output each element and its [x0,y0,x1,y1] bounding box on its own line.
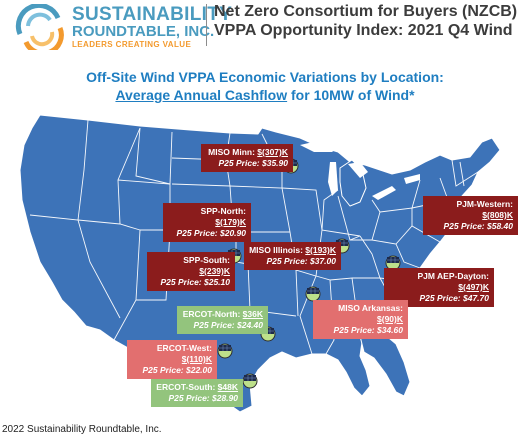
location-price: P25 Price: $37.00 [266,256,336,266]
header-divider [206,4,207,46]
location-name: PJM AEP-Dayton: [417,271,489,281]
logo-name-line2: ROUNDTABLE, INC. [72,23,215,40]
location-amount[interactable]: $48K [217,382,238,392]
subtitle-line2-rest: for 10MW of Wind* [287,87,415,103]
location-amount[interactable]: $(808)K [482,210,513,220]
label-spp-north[interactable]: SPP-North: $(179)K P25 Price: $20.90 [163,203,251,242]
page-title: Net Zero Consortium for Buyers (NZCB) VP… [214,2,517,40]
location-name: SPP-South: [183,255,230,265]
location-name: MISO Arkansas: [338,303,403,313]
map-subtitle: Off-Site Wind VPPA Economic Variations b… [0,68,530,104]
location-amount[interactable]: $(239)K [199,266,230,276]
label-ercot-north[interactable]: ERCOT-North: $36K P25 Price: $24.40 [177,306,268,334]
location-amount[interactable]: $(307)K [257,147,288,157]
location-name: SPP-North: [200,206,246,216]
label-miso-illinois[interactable]: MISO Illinois: $(193)K P25 Price: $37.00 [244,242,341,270]
solar-panel-globe-icon[interactable] [242,373,258,389]
location-name: ERCOT-West: [156,343,212,353]
florida [359,333,411,397]
solar-panel-globe-icon[interactable] [217,343,233,359]
location-price: P25 Price: $35.90 [218,158,288,168]
location-price: P25 Price: $20.90 [176,228,246,238]
location-amount[interactable]: $(179)K [215,217,246,227]
page-title-line1: Net Zero Consortium for Buyers (NZCB) [214,3,518,20]
location-price: P25 Price: $34.60 [333,325,403,335]
label-ercot-south[interactable]: ERCOT-South: $48K P25 Price: $28.90 [151,379,243,407]
location-name: MISO Illinois: [249,245,306,255]
lake-michigan [328,162,338,196]
label-pjm-western[interactable]: PJM-Western: $(808)K P25 Price: $58.40 [423,196,518,235]
location-name: ERCOT-South: [156,382,218,392]
location-name: MISO Minn: [208,147,258,157]
label-miso-minn[interactable]: MISO Minn: $(307)K P25 Price: $35.90 [201,144,293,172]
label-miso-arkansas[interactable]: MISO Arkansas: $(90)K P25 Price: $34.60 [313,300,408,339]
subtitle-line2: Average Annual Cashflow for 10MW of Wind… [0,86,530,104]
label-ercot-west[interactable]: ERCOT-West: $(110)K P25 Price: $22.00 [127,340,217,379]
subtitle-line1: Off-Site Wind VPPA Economic Variations b… [86,69,444,85]
location-price: P25 Price: $47.70 [419,293,489,303]
location-amount[interactable]: $(90)K [377,314,403,324]
label-spp-south[interactable]: SPP-South: $(239)K P25 Price: $25.10 [147,252,235,291]
location-amount[interactable]: $(110)K [181,354,212,364]
globe-logo-icon [15,4,64,50]
location-price: P25 Price: $25.10 [160,277,230,287]
location-name: PJM-Western: [456,199,513,209]
location-price: P25 Price: $58.40 [443,221,513,231]
copyright-footer: 2022 Sustainability Roundtable, Inc. [2,424,162,435]
lake-ontario [404,174,420,184]
location-name: ERCOT-North: [182,309,243,319]
logo-name-line1: SUSTAINABILITY [72,4,233,25]
company-logo: SUSTAINABILITY ROUNDTABLE, INC. LEADERS … [14,4,232,50]
lake-huron [348,162,368,178]
location-price: P25 Price: $28.90 [168,393,238,403]
location-amount[interactable]: $(193)K [305,245,336,255]
location-amount[interactable]: $(497)K [458,282,489,292]
location-price: P25 Price: $24.40 [193,320,263,330]
logo-tagline: LEADERS CREATING VALUE [72,40,192,49]
page-title-line2: VPPA Opportunity Index: 2021 Q4 Wind [214,22,513,39]
cashflow-link[interactable]: Average Annual Cashflow [115,87,288,103]
location-price: P25 Price: $22.00 [142,365,212,375]
solar-panel-globe-icon[interactable] [305,286,321,302]
lake-erie [372,186,396,200]
lake-superior [300,140,340,152]
location-amount[interactable]: $36K [242,309,263,319]
